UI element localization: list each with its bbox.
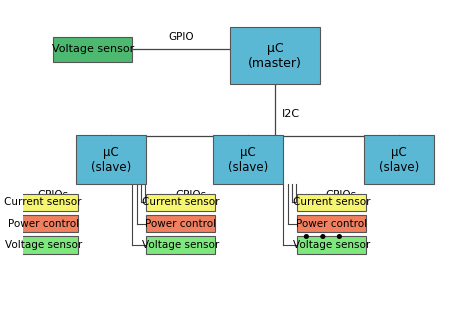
FancyBboxPatch shape — [364, 135, 434, 184]
Text: GPIOs: GPIOs — [175, 190, 206, 200]
Text: μC
(slave): μC (slave) — [379, 145, 419, 174]
FancyBboxPatch shape — [8, 194, 78, 211]
FancyBboxPatch shape — [8, 215, 78, 233]
Text: Voltage sensor: Voltage sensor — [142, 240, 219, 250]
FancyBboxPatch shape — [230, 28, 320, 84]
Text: Current sensor: Current sensor — [4, 197, 82, 207]
Text: μC
(slave): μC (slave) — [228, 145, 268, 174]
FancyBboxPatch shape — [213, 135, 283, 184]
Text: I2C: I2C — [282, 109, 300, 119]
FancyBboxPatch shape — [297, 237, 366, 254]
Text: Power control: Power control — [145, 219, 216, 229]
Text: Voltage sensor: Voltage sensor — [293, 240, 370, 250]
Text: • • •: • • • — [301, 229, 344, 247]
FancyBboxPatch shape — [297, 194, 366, 211]
Text: Current sensor: Current sensor — [292, 197, 370, 207]
FancyBboxPatch shape — [8, 237, 78, 254]
FancyBboxPatch shape — [53, 37, 132, 62]
Text: μC
(master): μC (master) — [248, 42, 302, 70]
Text: GPIOs: GPIOs — [326, 190, 357, 200]
Text: Voltage sensor: Voltage sensor — [5, 240, 82, 250]
Text: GPIO: GPIO — [168, 32, 194, 42]
Text: μC
(slave): μC (slave) — [91, 145, 131, 174]
Text: Current sensor: Current sensor — [142, 197, 219, 207]
FancyBboxPatch shape — [297, 215, 366, 233]
FancyBboxPatch shape — [146, 215, 216, 233]
Text: Power control: Power control — [8, 219, 79, 229]
Text: Voltage sensor: Voltage sensor — [52, 44, 134, 54]
FancyBboxPatch shape — [146, 194, 216, 211]
Text: Power control: Power control — [296, 219, 367, 229]
FancyBboxPatch shape — [146, 237, 216, 254]
Text: GPIOs: GPIOs — [37, 190, 69, 200]
FancyBboxPatch shape — [76, 135, 146, 184]
